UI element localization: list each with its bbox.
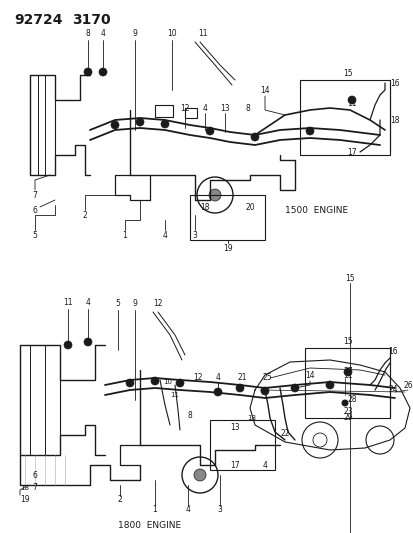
Circle shape	[347, 96, 355, 104]
Text: 17: 17	[347, 148, 356, 157]
Text: 18: 18	[199, 203, 209, 212]
Text: 13: 13	[220, 103, 229, 112]
Text: 4: 4	[185, 505, 190, 514]
Text: 1: 1	[152, 505, 157, 514]
Circle shape	[341, 400, 347, 406]
Bar	[209, 420, 274, 470]
Text: 8: 8	[187, 410, 192, 419]
Text: 28: 28	[347, 395, 356, 405]
Text: 23: 23	[342, 408, 352, 416]
Text: 3: 3	[192, 230, 197, 239]
Circle shape	[209, 189, 221, 201]
Text: 9: 9	[132, 28, 137, 37]
Text: 92724: 92724	[14, 13, 62, 27]
Circle shape	[214, 388, 221, 396]
Text: 14: 14	[304, 370, 314, 379]
Bar	[304, 348, 389, 418]
Text: 29: 29	[342, 414, 352, 423]
Text: 4: 4	[202, 103, 207, 112]
Text: 11: 11	[198, 28, 207, 37]
Text: 8: 8	[85, 28, 90, 37]
Text: 12: 12	[180, 103, 189, 112]
Text: 21: 21	[237, 374, 246, 383]
Circle shape	[84, 338, 92, 346]
Text: 1: 1	[122, 230, 127, 239]
Text: 17: 17	[230, 461, 239, 470]
Text: 26: 26	[402, 381, 412, 390]
Text: 19: 19	[20, 496, 30, 505]
Bar	[154, 105, 173, 117]
Text: 1500  ENGINE: 1500 ENGINE	[284, 206, 347, 214]
Text: 10: 10	[163, 379, 172, 385]
Circle shape	[126, 379, 134, 387]
Circle shape	[136, 118, 144, 126]
Text: 25: 25	[261, 374, 271, 383]
Text: 16: 16	[387, 348, 397, 357]
Text: 16: 16	[389, 78, 399, 87]
Circle shape	[64, 341, 72, 349]
Circle shape	[343, 368, 351, 376]
Circle shape	[161, 120, 169, 128]
Text: 4: 4	[162, 230, 167, 239]
Circle shape	[250, 133, 259, 141]
Text: 20: 20	[244, 203, 254, 212]
Text: 12: 12	[153, 298, 162, 308]
Text: 5: 5	[33, 230, 37, 239]
Circle shape	[111, 121, 119, 129]
Circle shape	[260, 387, 268, 395]
Circle shape	[99, 68, 107, 76]
Text: 2: 2	[117, 496, 122, 505]
Text: 7: 7	[33, 483, 37, 492]
Text: 14: 14	[259, 85, 269, 94]
Text: 4: 4	[215, 374, 220, 383]
Text: 12: 12	[193, 374, 202, 383]
Circle shape	[194, 469, 206, 481]
Text: 15: 15	[342, 336, 352, 345]
Text: 1800  ENGINE: 1800 ENGINE	[118, 521, 181, 529]
Circle shape	[290, 384, 298, 392]
Text: 5: 5	[115, 298, 120, 308]
Text: 13: 13	[230, 424, 239, 432]
Text: 4: 4	[100, 28, 105, 37]
Circle shape	[305, 127, 313, 135]
Text: 18: 18	[247, 415, 256, 421]
Text: 4: 4	[262, 461, 267, 470]
Text: 18: 18	[20, 485, 29, 491]
Text: 8: 8	[245, 103, 250, 112]
Circle shape	[325, 381, 333, 389]
Text: 19: 19	[223, 244, 232, 253]
Text: 3: 3	[217, 505, 222, 514]
Circle shape	[84, 68, 92, 76]
Text: 22: 22	[280, 429, 289, 438]
Circle shape	[151, 377, 159, 385]
Text: 11: 11	[63, 297, 73, 306]
Text: 27: 27	[342, 367, 352, 376]
Text: 11: 11	[170, 392, 179, 398]
Text: 6: 6	[33, 471, 37, 480]
Text: 11: 11	[347, 99, 356, 108]
Text: 11: 11	[342, 370, 352, 379]
Text: 3170: 3170	[72, 13, 110, 27]
Circle shape	[176, 379, 183, 387]
Bar	[190, 195, 264, 240]
Circle shape	[235, 384, 243, 392]
Bar	[299, 80, 389, 155]
Text: 2: 2	[83, 211, 87, 220]
Text: 4: 4	[85, 297, 90, 306]
Bar	[185, 108, 197, 118]
Text: 15: 15	[344, 273, 354, 282]
Circle shape	[206, 127, 214, 135]
Text: 15: 15	[342, 69, 352, 77]
Text: 6: 6	[33, 206, 37, 214]
Text: 7: 7	[33, 190, 37, 199]
Text: 9: 9	[132, 298, 137, 308]
Text: 24: 24	[387, 385, 397, 394]
Text: 18: 18	[389, 116, 399, 125]
Text: 10: 10	[167, 28, 176, 37]
